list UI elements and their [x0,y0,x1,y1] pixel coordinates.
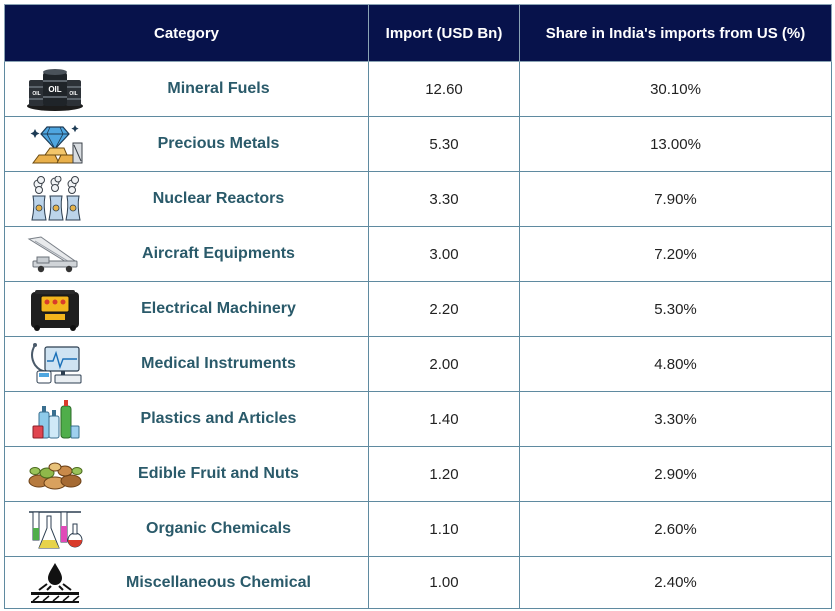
import-value: 2.00 [368,336,520,392]
table-row: Electrical Machinery 2.20 5.30% [4,281,832,337]
category-cell: Medical Instruments [4,336,369,392]
category-label: Plastics and Articles [140,410,297,427]
table-row: Aircraft Equipments 3.00 7.20% [4,226,832,282]
header-import: Import (USD Bn) [368,4,520,62]
header-category: Category [4,4,369,62]
category-cell: Electrical Machinery [4,281,369,337]
share-value: 7.20% [519,226,832,282]
category-cell: Aircraft Equipments [4,226,369,282]
category-cell: Edible Fruit and Nuts [4,446,369,502]
table-row: Precious Metals 5.30 13.00% [4,116,832,172]
nuclear-reactor-icon [23,175,87,223]
generator-icon [23,285,87,333]
category-label: Medical Instruments [141,355,296,372]
share-value: 4.80% [519,336,832,392]
share-value: 30.10% [519,61,832,117]
share-value: 3.30% [519,391,832,447]
category-label: Mineral Fuels [167,80,270,97]
category-label: Edible Fruit and Nuts [138,465,299,482]
category-label: Miscellaneous Chemical [126,573,311,591]
import-value: 3.00 [368,226,520,282]
category-cell: Nuclear Reactors [4,171,369,227]
import-value: 12.60 [368,61,520,117]
category-cell: Plastics and Articles [4,391,369,447]
import-value: 1.10 [368,501,520,557]
category-label: Electrical Machinery [141,300,296,317]
import-value: 3.30 [368,171,520,227]
share-value: 2.90% [519,446,832,502]
lab-flasks-icon [23,505,87,553]
category-label: Nuclear Reactors [152,190,285,207]
share-value: 5.30% [519,281,832,337]
category-label: Organic Chemicals [146,520,291,537]
category-label: Precious Metals [157,135,280,152]
share-value: 13.00% [519,116,832,172]
oil-barrels-icon: OIL OIL OIL [23,65,87,113]
table-row: OIL OIL OIL Mineral Fuels 12.60 30.10% [4,61,832,117]
plastic-bottles-icon [23,395,87,443]
imports-table: Category Import (USD Bn) Share in India'… [4,4,832,609]
share-value: 2.60% [519,501,832,557]
oil-label-right: OIL [69,91,77,97]
category-cell: OIL OIL OIL Mineral Fuels [4,61,369,117]
table-row: Plastics and Articles 1.40 3.30% [4,391,832,447]
import-value: 1.20 [368,446,520,502]
share-value: 2.40% [519,556,832,609]
category-cell: Miscellaneous Chemical [4,556,369,609]
table-row: Medical Instruments 2.00 4.80% [4,336,832,392]
header-share: Share in India's imports from US (%) [519,4,832,62]
category-cell: Precious Metals [4,116,369,172]
table-row: Nuclear Reactors 3.30 7.90% [4,171,832,227]
medical-monitor-icon [23,340,87,388]
table-row: Edible Fruit and Nuts 1.20 2.90% [4,446,832,502]
import-value: 2.20 [368,281,520,337]
import-value: 1.00 [368,556,520,609]
import-value: 5.30 [368,116,520,172]
category-cell: Organic Chemicals [4,501,369,557]
oil-label-left: OIL [32,91,40,97]
table-row: Miscellaneous Chemical 1.00 2.40% [4,556,832,609]
category-label: Aircraft Equipments [142,245,295,262]
diamond-gold-icon [23,120,87,168]
chemical-drop-icon [23,559,87,607]
import-value: 1.40 [368,391,520,447]
nuts-icon [23,450,87,498]
table-row: Organic Chemicals 1.10 2.60% [4,501,832,557]
share-value: 7.90% [519,171,832,227]
oil-label: OIL [48,85,61,94]
header-row: Category Import (USD Bn) Share in India'… [4,4,832,62]
aircraft-stairs-truck-icon [23,230,87,278]
